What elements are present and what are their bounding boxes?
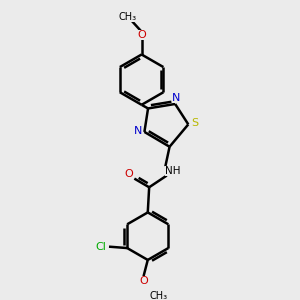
Text: N: N bbox=[172, 93, 181, 103]
Text: O: O bbox=[139, 276, 148, 286]
Text: N: N bbox=[134, 125, 142, 136]
Text: CH₃: CH₃ bbox=[149, 291, 167, 300]
Text: O: O bbox=[124, 169, 133, 179]
Text: S: S bbox=[191, 118, 198, 128]
Text: CH₃: CH₃ bbox=[118, 12, 137, 22]
Text: O: O bbox=[137, 30, 146, 40]
Text: NH: NH bbox=[165, 166, 181, 176]
Text: Cl: Cl bbox=[95, 242, 106, 252]
